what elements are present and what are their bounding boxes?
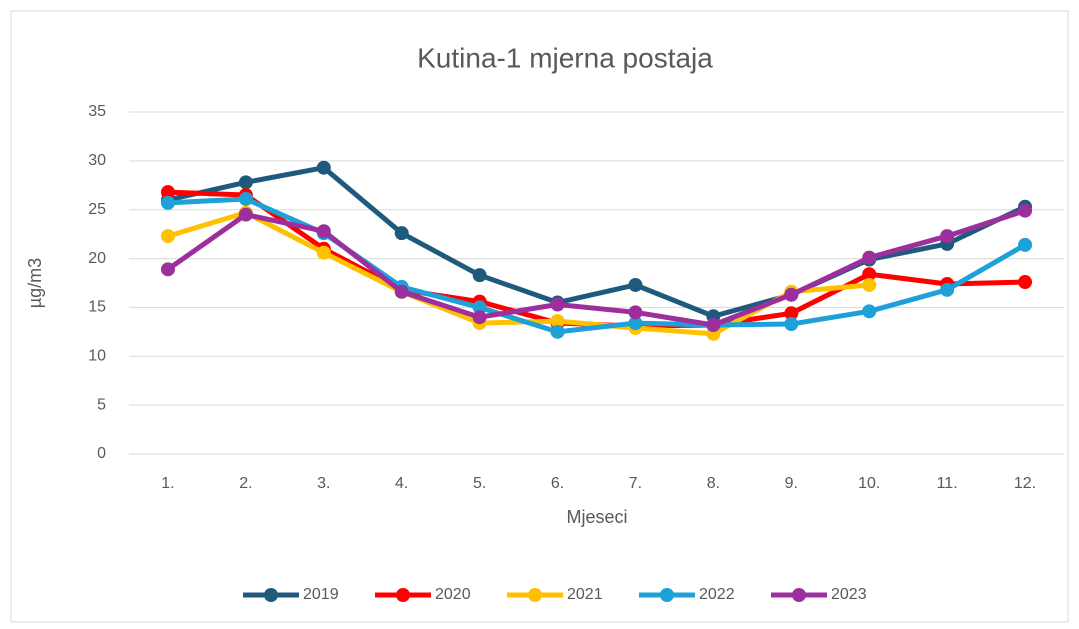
data-point [238, 207, 253, 222]
x-axis-label: Mjeseci [566, 507, 627, 527]
legend-label: 2021 [567, 586, 603, 603]
data-point [160, 229, 175, 244]
legend-marker [792, 588, 806, 602]
y-tick-label: 30 [88, 152, 106, 169]
data-point [160, 185, 175, 200]
data-point [940, 282, 955, 297]
x-tick-label: 2. [239, 475, 252, 492]
x-tick-label: 12. [1014, 475, 1036, 492]
data-point [160, 262, 175, 277]
data-point [1018, 237, 1033, 252]
legend-label: 2020 [435, 586, 471, 603]
data-point [628, 316, 643, 331]
y-tick-label: 25 [88, 201, 106, 218]
x-tick-label: 11. [937, 475, 958, 492]
series-line [166, 208, 1026, 328]
data-point [394, 284, 409, 299]
y-tick-label: 0 [97, 445, 106, 462]
data-point [1018, 275, 1033, 290]
data-point [628, 277, 643, 292]
y-tick-label: 5 [97, 396, 106, 413]
data-point [394, 226, 409, 241]
data-point [784, 306, 799, 321]
data-point [472, 300, 487, 315]
data-point [862, 267, 877, 282]
data-point [160, 195, 175, 210]
legend-label: 2023 [831, 586, 867, 603]
x-tick-label: 4. [395, 475, 408, 492]
data-point [316, 224, 331, 239]
chart-title: Kutina-1 mjerna postaja [417, 42, 713, 73]
data-point [862, 250, 877, 265]
data-point [628, 305, 643, 320]
data-point [238, 191, 253, 206]
legend-marker [264, 588, 278, 602]
data-point [784, 287, 799, 302]
data-point [238, 175, 253, 190]
data-point [550, 297, 565, 312]
x-tick-label: 7. [629, 475, 642, 492]
data-point [862, 304, 877, 319]
legend-label: 2022 [699, 586, 735, 603]
y-tick-label: 10 [88, 348, 106, 365]
x-tick-label: 1. [161, 475, 174, 492]
legend-label: 2019 [303, 586, 339, 603]
data-point [706, 318, 721, 333]
data-point [550, 324, 565, 339]
legend-marker [396, 588, 410, 602]
data-point [550, 314, 565, 329]
x-tick-label: 5. [473, 475, 486, 492]
data-point [862, 277, 877, 292]
x-tick-label: 8. [707, 475, 720, 492]
data-point [472, 268, 487, 283]
data-point [472, 310, 487, 325]
y-axis-label: µg/m3 [25, 258, 45, 308]
data-point [940, 229, 955, 244]
x-tick-label: 6. [551, 475, 564, 492]
x-tick-label: 10. [858, 475, 880, 492]
series-line [167, 165, 1027, 319]
data-point [316, 160, 331, 175]
y-tick-label: 35 [88, 103, 106, 120]
x-tick-label: 3. [317, 475, 330, 492]
data-point [316, 245, 331, 260]
legend-marker [528, 588, 542, 602]
legend-marker [660, 588, 674, 602]
data-point [784, 317, 799, 332]
data-point [1018, 203, 1033, 218]
y-tick-label: 15 [88, 299, 106, 316]
x-tick-label: 9. [785, 475, 798, 492]
y-tick-label: 20 [88, 250, 106, 267]
